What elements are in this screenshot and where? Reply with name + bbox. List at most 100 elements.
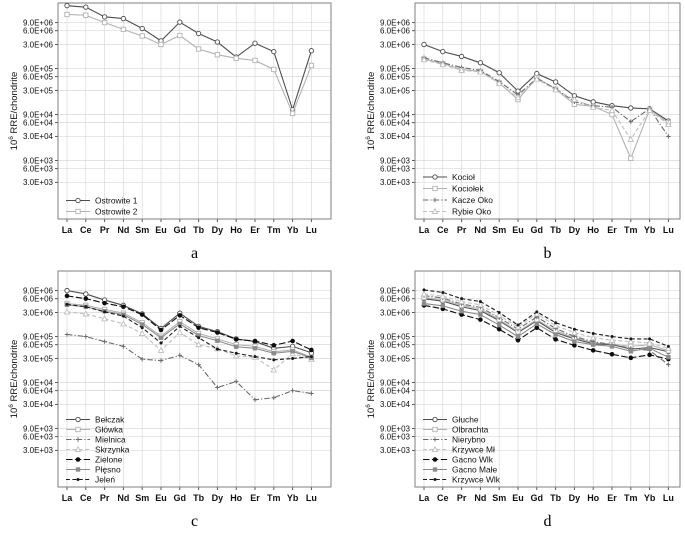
marker-square-open — [195, 46, 202, 52]
marker-dot — [197, 336, 201, 340]
marker-plus — [177, 353, 182, 358]
series-line — [66, 304, 312, 359]
marker-circle-open — [458, 53, 465, 60]
marker-triangle-open — [495, 311, 503, 318]
x-category-label: Nd — [474, 493, 486, 503]
y-tick-label: 3.0E+03 — [23, 178, 54, 187]
marker-dot — [76, 478, 80, 481]
marker-dot — [516, 323, 520, 327]
marker-square-filled — [234, 344, 239, 349]
legend-item-be-czak: Bełczak — [66, 414, 125, 424]
marker-circle-filled — [158, 327, 164, 333]
marker-circle-filled — [309, 347, 314, 353]
marker-triangle-open — [665, 344, 672, 351]
marker-circle-open — [432, 174, 438, 180]
legend-item-olbrachta: Olbrachta — [423, 424, 489, 434]
x-category-label: Yb — [644, 225, 656, 235]
legend-label: Gacno Małe — [452, 464, 497, 474]
y-tick-label: 9.0E+03 — [380, 156, 411, 165]
marker-triangle-open — [63, 308, 71, 315]
x-category-label: Ce — [80, 493, 92, 503]
x-category-label: Tb — [550, 225, 561, 235]
marker-plus — [666, 362, 671, 367]
marker-circle-filled — [121, 304, 126, 310]
marker-circle-open — [432, 416, 438, 423]
x-category-label: Sm — [135, 493, 149, 503]
marker-circle-filled — [553, 337, 558, 342]
x-category-label: Pr — [100, 225, 110, 235]
y-tick-label: 6.0E+05 — [380, 340, 411, 349]
marker-circle-filled — [75, 457, 81, 462]
marker-circle-filled — [83, 296, 89, 301]
y-tick-label: 9.0E+04 — [380, 110, 411, 119]
marker-dot — [591, 331, 595, 335]
chart-b-svg: 9.0E+066.0E+06 3.0E+06 9.0E+056.0E+05 3.0E+… — [380, 2, 681, 235]
series-ostrowite-1 — [64, 3, 315, 113]
y-tick-label: 9.0E+05 — [23, 64, 54, 73]
marker-dot — [215, 347, 219, 351]
legend-label: Główka — [95, 424, 123, 434]
marker-circle-filled — [432, 457, 438, 462]
marker-square-open — [158, 41, 164, 48]
marker-square-open — [289, 110, 296, 117]
marker-dot — [178, 324, 182, 328]
series-line — [66, 303, 312, 361]
marker-circle-open — [628, 105, 634, 111]
x-category-label: Eu — [155, 225, 167, 235]
marker-triangle-open — [533, 310, 541, 317]
marker-circle-filled — [609, 351, 615, 357]
marker-triangle-open — [552, 86, 559, 93]
y-tick-label: 3.0E+04 — [23, 400, 54, 409]
marker-triangle-open — [439, 292, 447, 299]
marker-plus — [432, 197, 438, 203]
x-category-label: Tm — [267, 225, 281, 235]
series-line — [66, 290, 312, 354]
marker-plus — [234, 379, 239, 384]
y-tick-label: 3.0E+05 — [380, 86, 411, 95]
x-category-label: Nd — [117, 225, 129, 235]
legend-label: Kacze Oko — [452, 195, 493, 205]
marker-plus — [64, 332, 70, 337]
marker-square-filled — [534, 321, 539, 327]
marker-dot — [84, 305, 88, 309]
series-line — [423, 293, 669, 349]
marker-triangle-open — [514, 323, 522, 330]
legend-label: Bełczak — [95, 414, 125, 424]
x-category-label: Tb — [193, 225, 204, 235]
x-category-label: Tm — [624, 225, 638, 235]
marker-plus — [102, 339, 107, 344]
panel-a: 106 RRE/chondrite 9.0E+06 6.0E+06 3.0E+06 9… — [0, 0, 342, 268]
marker-triangle-open — [533, 75, 541, 82]
marker-circle-open — [271, 48, 277, 55]
series-g-wka — [64, 300, 315, 360]
y-tick-label: 6.0E+06 — [380, 26, 411, 35]
marker-triangle-open — [74, 445, 82, 453]
marker-dot — [535, 310, 539, 314]
marker-square-open — [75, 426, 81, 433]
x-category-label: Dy — [212, 225, 224, 235]
legend-label: Zielone — [95, 454, 123, 464]
y-tick-label: 6.0E+03 — [23, 432, 54, 441]
marker-circle-filled — [628, 355, 634, 361]
panel-c: 106 RRE/chondrite 9.0E+06 6.0E+06 3.0E+06 9… — [0, 268, 342, 536]
marker-triangle-open — [627, 135, 635, 142]
caption-a: a — [190, 245, 199, 262]
y-tick-label: 3.0E+04 — [23, 132, 54, 141]
marker-triangle-open — [665, 120, 672, 127]
gridlines — [415, 3, 680, 219]
marker-circle-filled — [647, 352, 652, 358]
x-category-label: Tm — [624, 493, 638, 503]
marker-triangle-open — [101, 315, 108, 322]
marker-square-filled — [572, 339, 577, 344]
marker-circle-open — [421, 41, 427, 48]
series-jele — [65, 302, 313, 362]
marker-circle-open — [477, 60, 484, 66]
marker-square-filled — [252, 346, 258, 351]
marker-dot — [460, 297, 464, 301]
marker-plus — [290, 388, 295, 393]
marker-square-open — [64, 11, 70, 18]
legend-label: Krzywce Wlk — [452, 474, 501, 484]
legend-label: Olbrachta — [452, 424, 489, 434]
y-tick-label: 9.0E+05 — [380, 332, 411, 341]
marker-circle-open — [75, 416, 81, 423]
